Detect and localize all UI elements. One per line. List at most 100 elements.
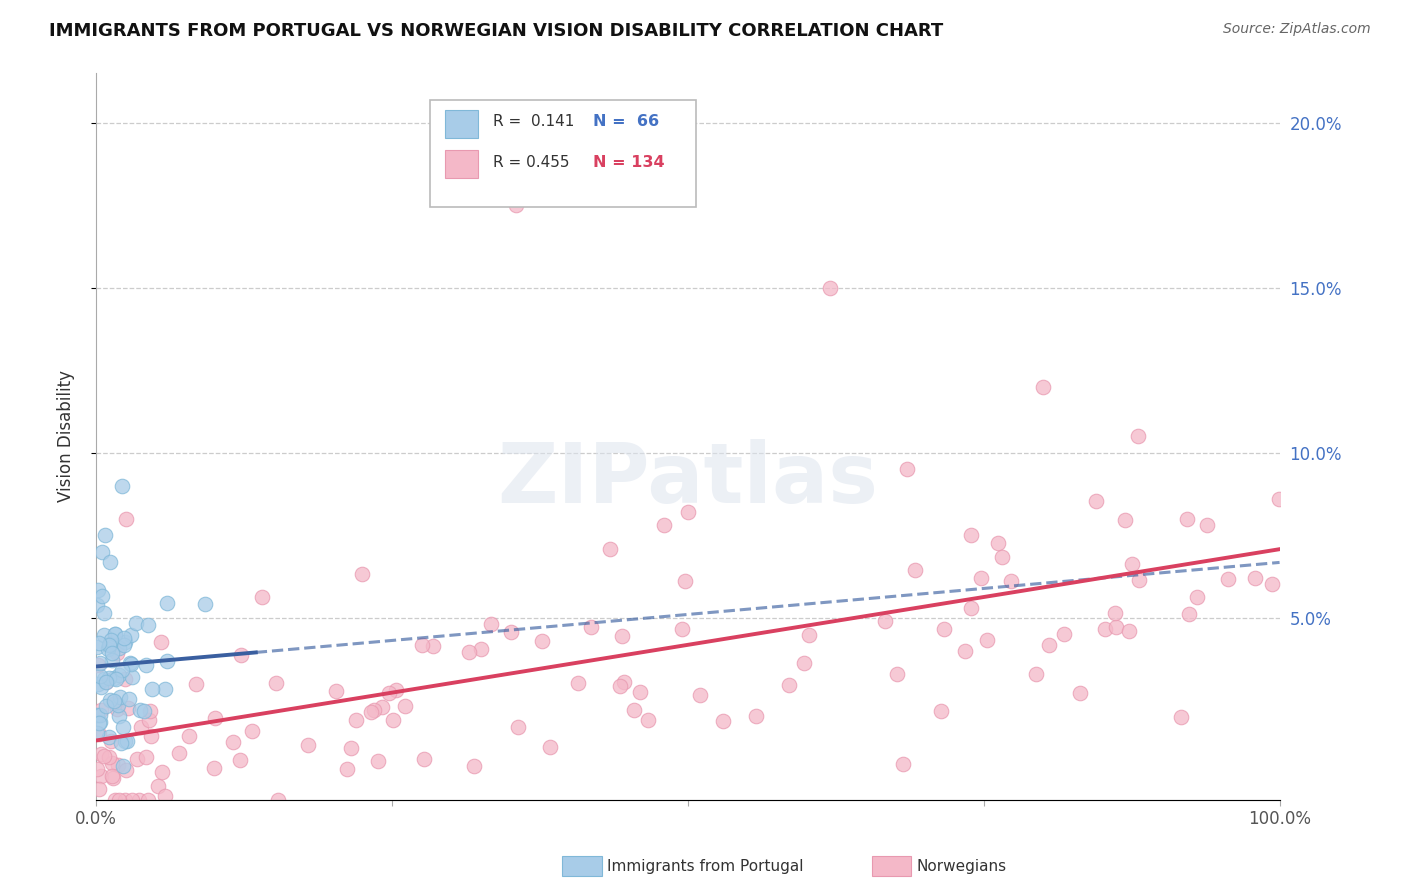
Point bbox=[793, 656, 815, 670]
Point bbox=[1118, 624, 1140, 638]
Point bbox=[1218, 572, 1240, 586]
Text: Source: ZipAtlas.com: Source: ZipAtlas.com bbox=[1223, 22, 1371, 37]
FancyBboxPatch shape bbox=[446, 110, 478, 138]
Point bbox=[609, 679, 631, 693]
Point bbox=[112, 638, 135, 652]
Point bbox=[120, 657, 142, 671]
Point bbox=[264, 676, 287, 690]
Point bbox=[325, 684, 347, 698]
Point bbox=[955, 644, 977, 658]
Point bbox=[1104, 607, 1126, 621]
Point bbox=[382, 714, 405, 728]
Point bbox=[139, 704, 162, 718]
Point bbox=[86, 763, 108, 777]
Point bbox=[93, 628, 115, 642]
Point bbox=[184, 677, 207, 691]
Point bbox=[1053, 626, 1076, 640]
Point bbox=[107, 698, 129, 712]
Point bbox=[778, 678, 800, 692]
Point bbox=[86, 707, 108, 722]
Point bbox=[117, 700, 139, 714]
Point bbox=[167, 746, 190, 760]
Text: IMMIGRANTS FROM PORTUGAL VS NORWEGIAN VISION DISABILITY CORRELATION CHART: IMMIGRANTS FROM PORTUGAL VS NORWEGIAN VI… bbox=[49, 22, 943, 40]
Point bbox=[114, 634, 136, 648]
Point bbox=[411, 638, 433, 652]
Point bbox=[128, 703, 150, 717]
Point bbox=[1084, 493, 1107, 508]
Point bbox=[156, 654, 179, 668]
Point bbox=[194, 598, 217, 612]
Point bbox=[711, 714, 734, 728]
Point bbox=[135, 749, 157, 764]
Point bbox=[135, 658, 157, 673]
Point bbox=[108, 792, 131, 806]
Point bbox=[93, 749, 115, 764]
Point bbox=[103, 672, 125, 686]
Point bbox=[1121, 557, 1143, 571]
Point bbox=[93, 607, 115, 621]
Point bbox=[107, 668, 129, 682]
Point bbox=[114, 733, 136, 747]
Point bbox=[505, 198, 527, 212]
Point bbox=[89, 656, 111, 670]
Point bbox=[336, 762, 359, 776]
Point bbox=[250, 590, 273, 604]
Point bbox=[98, 693, 121, 707]
Point bbox=[1032, 380, 1054, 394]
Point bbox=[114, 763, 136, 777]
Point bbox=[579, 620, 602, 634]
Point bbox=[132, 704, 155, 718]
Point bbox=[689, 689, 711, 703]
Point bbox=[623, 703, 645, 717]
Point bbox=[89, 715, 111, 730]
Point bbox=[87, 727, 110, 741]
Point bbox=[89, 669, 111, 683]
Point bbox=[673, 574, 696, 588]
Point bbox=[89, 707, 111, 722]
Point bbox=[1000, 574, 1022, 588]
Point bbox=[107, 646, 129, 660]
Point bbox=[797, 628, 820, 642]
Point bbox=[107, 758, 129, 772]
Point bbox=[499, 624, 522, 639]
Point bbox=[138, 713, 160, 727]
Text: N = 134: N = 134 bbox=[593, 155, 665, 169]
Point bbox=[506, 720, 529, 734]
Point bbox=[1038, 639, 1060, 653]
Point bbox=[350, 566, 373, 581]
Point bbox=[114, 792, 136, 806]
Point bbox=[960, 528, 983, 542]
Point bbox=[1175, 511, 1198, 525]
Point bbox=[479, 616, 502, 631]
Point bbox=[90, 703, 112, 717]
Point bbox=[128, 792, 150, 806]
Point bbox=[111, 663, 134, 677]
Point bbox=[114, 672, 136, 686]
Point bbox=[242, 723, 264, 738]
Point bbox=[94, 675, 117, 690]
Point bbox=[121, 670, 143, 684]
Point bbox=[222, 735, 245, 749]
Point bbox=[458, 644, 481, 658]
Point bbox=[107, 640, 129, 655]
Point bbox=[903, 562, 925, 576]
Point bbox=[112, 759, 135, 773]
Point bbox=[932, 622, 955, 636]
Point bbox=[105, 702, 128, 716]
Text: N =  66: N = 66 bbox=[593, 114, 659, 129]
Point bbox=[610, 629, 633, 643]
FancyBboxPatch shape bbox=[446, 150, 478, 178]
Point bbox=[267, 792, 290, 806]
Text: Immigrants from Portugal: Immigrants from Portugal bbox=[607, 859, 804, 873]
Point bbox=[1197, 518, 1219, 533]
Point bbox=[91, 589, 114, 603]
Point bbox=[104, 627, 127, 641]
Point bbox=[138, 792, 160, 806]
Point bbox=[87, 782, 110, 797]
Point bbox=[1105, 620, 1128, 634]
Point bbox=[676, 505, 699, 519]
Point bbox=[104, 696, 127, 710]
Point bbox=[231, 648, 253, 662]
Point bbox=[118, 692, 141, 706]
Point bbox=[567, 676, 589, 690]
